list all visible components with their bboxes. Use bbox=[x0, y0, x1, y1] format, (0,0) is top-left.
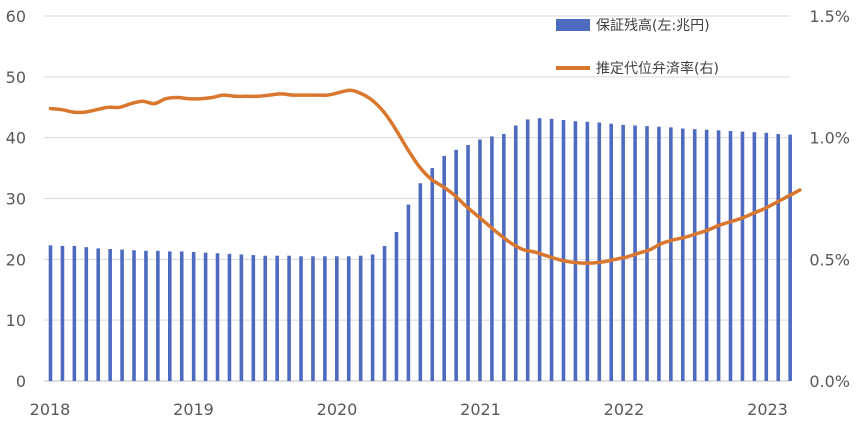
bar bbox=[752, 132, 757, 381]
bar bbox=[549, 118, 554, 381]
bar bbox=[573, 121, 578, 381]
x-tick-label: 2023 bbox=[747, 400, 788, 419]
x-tick-label: 2019 bbox=[173, 400, 214, 419]
y-left-tick-label: 60 bbox=[6, 7, 26, 26]
y-axis-right-ticks: 0.0% 0.5% 1.0% 1.5% bbox=[809, 7, 850, 391]
bar bbox=[430, 168, 435, 381]
bar bbox=[144, 250, 148, 381]
bar bbox=[311, 256, 315, 381]
bar bbox=[406, 204, 411, 381]
bar bbox=[502, 134, 506, 381]
x-tick-label: 2020 bbox=[317, 400, 358, 419]
bar bbox=[537, 118, 542, 381]
bar bbox=[335, 256, 339, 381]
bar bbox=[692, 129, 697, 381]
legend-line-label: 推定代位弁済率(右) bbox=[596, 60, 719, 77]
bar bbox=[132, 250, 136, 381]
line-series bbox=[48, 88, 802, 265]
x-tick-label: 2021 bbox=[460, 400, 501, 419]
bar bbox=[657, 126, 661, 381]
bar bbox=[704, 129, 709, 381]
bar bbox=[239, 254, 244, 381]
bar bbox=[275, 255, 279, 381]
y-left-tick-label: 30 bbox=[6, 190, 26, 209]
x-axis-ticks: 2018 2019 2020 2021 2022 2023 bbox=[30, 400, 788, 419]
bar bbox=[215, 253, 220, 381]
bar bbox=[585, 121, 590, 381]
bar bbox=[191, 252, 196, 381]
bar bbox=[346, 256, 351, 381]
bar bbox=[764, 132, 769, 381]
bar bbox=[227, 253, 232, 381]
bar bbox=[716, 130, 721, 381]
bar bbox=[287, 255, 291, 381]
legend: 保証残高(左:兆円) 推定代位弁済率(右) bbox=[556, 17, 719, 77]
bar bbox=[680, 128, 685, 381]
y-right-tick-label: 0.0% bbox=[809, 372, 850, 391]
x-tick-label: 2022 bbox=[604, 400, 645, 419]
bar bbox=[263, 255, 268, 381]
legend-bar-swatch bbox=[556, 19, 590, 31]
bar bbox=[108, 248, 112, 381]
legend-bar-label: 保証残高(左:兆円) bbox=[596, 17, 710, 34]
bar bbox=[370, 254, 375, 381]
bar bbox=[96, 248, 101, 381]
y-left-tick-label: 20 bbox=[6, 250, 26, 269]
bar bbox=[776, 134, 781, 381]
y-right-tick-label: 0.5% bbox=[809, 250, 850, 269]
bar bbox=[382, 245, 387, 381]
bar bbox=[466, 144, 470, 381]
bar bbox=[513, 125, 518, 381]
bar bbox=[788, 134, 792, 381]
series-line bbox=[48, 88, 802, 265]
bar bbox=[156, 250, 160, 381]
bar bbox=[418, 183, 423, 381]
y-left-tick-label: 10 bbox=[6, 311, 26, 330]
bar bbox=[120, 249, 124, 381]
bar bbox=[597, 122, 602, 381]
bar bbox=[168, 251, 172, 381]
bar bbox=[478, 139, 482, 381]
bar bbox=[323, 256, 327, 381]
bar bbox=[72, 245, 77, 381]
y-right-tick-label: 1.5% bbox=[809, 7, 850, 26]
y-axis-left-ticks: 0 10 20 30 40 50 60 bbox=[6, 7, 26, 391]
bar bbox=[203, 252, 208, 381]
bar bbox=[299, 256, 303, 381]
bar bbox=[621, 124, 625, 382]
y-right-tick-label: 1.0% bbox=[809, 129, 850, 148]
bar bbox=[728, 130, 733, 381]
y-left-tick-label: 50 bbox=[6, 68, 26, 87]
bar bbox=[669, 127, 673, 381]
bar bbox=[358, 255, 363, 381]
bar bbox=[251, 255, 256, 381]
bar bbox=[48, 245, 53, 381]
bar-series bbox=[48, 118, 792, 382]
bar bbox=[454, 149, 458, 381]
bar bbox=[394, 231, 399, 381]
bar bbox=[609, 123, 614, 382]
bar bbox=[179, 251, 184, 381]
bar bbox=[442, 155, 446, 381]
bar bbox=[645, 126, 649, 381]
bar bbox=[60, 245, 65, 381]
y-left-tick-label: 0 bbox=[16, 372, 26, 391]
bar bbox=[84, 247, 89, 381]
bar bbox=[490, 136, 494, 381]
bar bbox=[740, 131, 745, 381]
bar bbox=[561, 120, 566, 382]
y-left-tick-label: 40 bbox=[6, 129, 26, 148]
x-tick-label: 2018 bbox=[30, 400, 71, 419]
